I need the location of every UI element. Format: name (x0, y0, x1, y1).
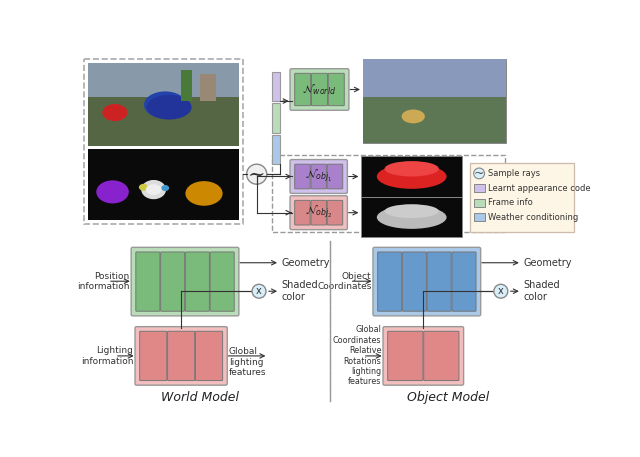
Text: Object
Coordinates: Object Coordinates (317, 271, 371, 291)
Ellipse shape (377, 164, 447, 189)
FancyBboxPatch shape (403, 252, 426, 311)
FancyBboxPatch shape (363, 58, 506, 143)
FancyBboxPatch shape (388, 331, 423, 381)
FancyBboxPatch shape (362, 156, 462, 197)
FancyBboxPatch shape (373, 247, 481, 316)
FancyBboxPatch shape (272, 155, 505, 232)
Circle shape (252, 284, 266, 298)
FancyBboxPatch shape (140, 331, 167, 381)
FancyBboxPatch shape (84, 58, 243, 224)
FancyBboxPatch shape (428, 252, 451, 311)
FancyBboxPatch shape (88, 63, 239, 97)
FancyBboxPatch shape (294, 164, 310, 189)
Text: Position
information: Position information (77, 271, 129, 291)
Text: Sample rays: Sample rays (488, 169, 541, 178)
FancyBboxPatch shape (168, 331, 195, 381)
FancyBboxPatch shape (474, 199, 484, 207)
FancyBboxPatch shape (294, 200, 310, 225)
Text: Shaded
color: Shaded color (524, 281, 560, 302)
FancyBboxPatch shape (131, 247, 239, 316)
Circle shape (494, 284, 508, 298)
Circle shape (474, 168, 484, 179)
Ellipse shape (144, 91, 187, 118)
Text: Global
Coordinates
Relative
Rotations
lighting
features: Global Coordinates Relative Rotations li… (333, 325, 381, 387)
FancyBboxPatch shape (200, 74, 216, 101)
Text: Geometry: Geometry (282, 258, 330, 268)
Text: World Model: World Model (161, 391, 239, 404)
FancyBboxPatch shape (474, 184, 484, 192)
FancyBboxPatch shape (452, 252, 476, 311)
Ellipse shape (161, 185, 169, 191)
FancyBboxPatch shape (312, 73, 328, 106)
FancyBboxPatch shape (290, 196, 348, 229)
Text: Geometry: Geometry (524, 258, 572, 268)
Text: Object Model: Object Model (407, 391, 489, 404)
FancyBboxPatch shape (474, 213, 484, 221)
FancyBboxPatch shape (186, 252, 209, 311)
FancyBboxPatch shape (294, 73, 310, 106)
FancyBboxPatch shape (195, 331, 223, 381)
FancyBboxPatch shape (362, 197, 462, 237)
Text: $\mathcal{N}_{obj_1}$: $\mathcal{N}_{obj_1}$ (305, 168, 332, 185)
Text: x: x (256, 286, 262, 296)
FancyBboxPatch shape (88, 149, 239, 220)
Text: Frame info: Frame info (488, 198, 533, 207)
FancyBboxPatch shape (161, 252, 184, 311)
FancyBboxPatch shape (210, 252, 234, 311)
FancyBboxPatch shape (328, 73, 344, 106)
Ellipse shape (385, 204, 439, 218)
Ellipse shape (96, 181, 129, 203)
Text: x: x (498, 286, 504, 296)
FancyBboxPatch shape (290, 159, 348, 193)
Text: Weather conditioning: Weather conditioning (488, 213, 579, 222)
FancyBboxPatch shape (135, 327, 227, 385)
Text: Lighting
information: Lighting information (81, 346, 134, 366)
Ellipse shape (377, 206, 447, 229)
FancyBboxPatch shape (180, 70, 193, 101)
FancyBboxPatch shape (311, 200, 326, 225)
Ellipse shape (186, 181, 223, 206)
Text: Learnt appearance code: Learnt appearance code (488, 184, 591, 192)
Ellipse shape (102, 104, 127, 121)
FancyBboxPatch shape (327, 164, 343, 189)
Text: Global
lighting
features: Global lighting features (229, 347, 266, 377)
Ellipse shape (141, 180, 166, 199)
FancyBboxPatch shape (363, 97, 506, 143)
Ellipse shape (146, 184, 161, 195)
FancyBboxPatch shape (88, 63, 239, 146)
FancyBboxPatch shape (378, 252, 402, 311)
FancyBboxPatch shape (327, 200, 343, 225)
Ellipse shape (139, 184, 148, 191)
Ellipse shape (385, 161, 439, 176)
FancyBboxPatch shape (136, 252, 160, 311)
Ellipse shape (147, 95, 191, 120)
Text: ~: ~ (474, 167, 484, 181)
Text: ~: ~ (248, 165, 266, 185)
FancyBboxPatch shape (272, 72, 280, 101)
Circle shape (246, 164, 267, 184)
FancyBboxPatch shape (272, 135, 280, 164)
FancyBboxPatch shape (363, 58, 506, 97)
FancyBboxPatch shape (470, 163, 575, 232)
FancyBboxPatch shape (383, 327, 463, 385)
FancyBboxPatch shape (272, 103, 280, 133)
Ellipse shape (402, 110, 425, 123)
Text: $\mathcal{N}_{obj_2}$: $\mathcal{N}_{obj_2}$ (305, 204, 332, 221)
FancyBboxPatch shape (424, 331, 459, 381)
Text: $\mathcal{N}_{world}$: $\mathcal{N}_{world}$ (302, 82, 337, 97)
FancyBboxPatch shape (311, 164, 326, 189)
Text: Shaded
color: Shaded color (282, 281, 318, 302)
Ellipse shape (102, 104, 127, 121)
FancyBboxPatch shape (290, 69, 349, 110)
FancyBboxPatch shape (88, 97, 239, 146)
